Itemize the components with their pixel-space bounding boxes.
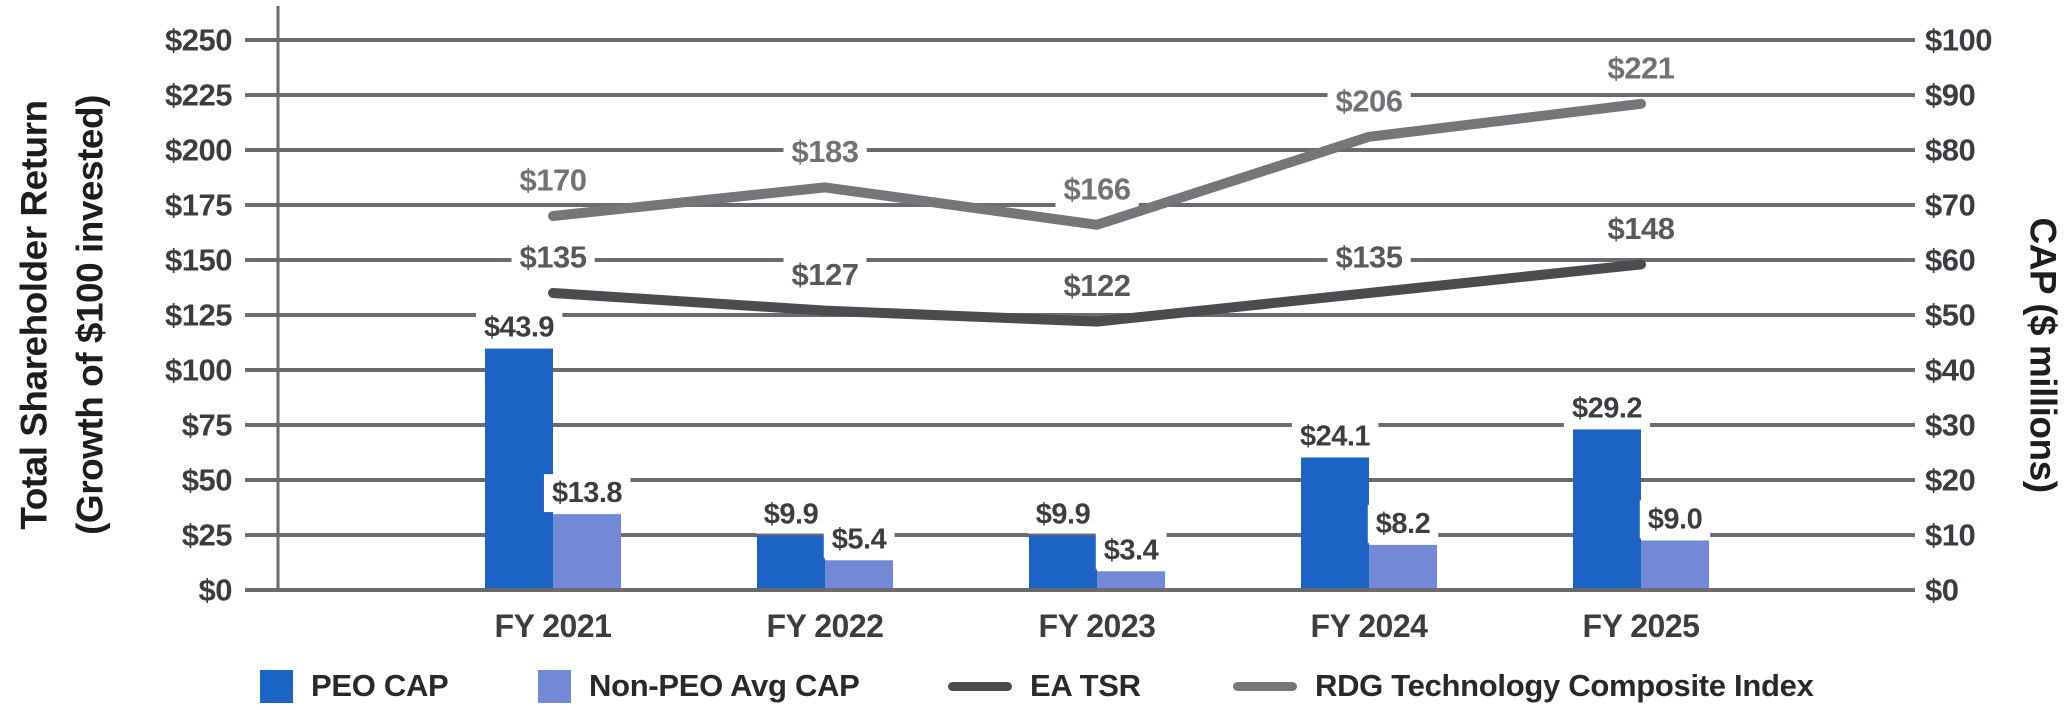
left-axis-title-line1: Total Shareholder Return [14, 100, 55, 529]
legend-label-rdg-index: RDG Technology Composite Index [1315, 668, 1814, 703]
bar-value-label-peo-cap: $24.1 [1300, 420, 1370, 452]
bar-peo-cap [1301, 457, 1369, 590]
bar-non-peo-avg-cap [1641, 540, 1709, 590]
bar-peo-cap [1573, 429, 1641, 590]
label-mask [783, 254, 867, 296]
x-axis-category-label: FY 2022 [767, 608, 884, 644]
bar-peo-cap [485, 348, 553, 590]
x-axis-category-label: FY 2021 [495, 608, 612, 644]
bar-value-label-peo-cap: $9.9 [1036, 499, 1091, 531]
label-mask [511, 236, 595, 278]
label-mask [543, 474, 631, 513]
line-value-label-ea-tsr: $148 [1608, 211, 1675, 246]
bar-non-peo-avg-cap [1369, 544, 1437, 590]
line-value-label-ea-tsr: $135 [520, 240, 587, 275]
legend-marker-peo-cap [260, 669, 293, 703]
right-axis-tick-label: $50 [1925, 298, 1975, 333]
right-axis-tick-label: $40 [1925, 353, 1975, 388]
left-axis-tick-label: $75 [182, 408, 232, 443]
bar-value-label-non-peo-avg-cap: $5.4 [832, 523, 887, 555]
left-axis-tick-label: $50 [182, 463, 232, 498]
legend-item-peo-cap: PEO CAP [260, 662, 449, 710]
left-axis-tick-label: $225 [165, 78, 232, 113]
line-value-label-rdg-technology-composite-index: $206 [1336, 83, 1403, 118]
label-mask [475, 308, 563, 347]
bar-value-label-peo-cap: $43.9 [484, 312, 554, 344]
bar-peo-cap [1029, 535, 1097, 590]
label-mask [1291, 417, 1379, 456]
bar-non-peo-avg-cap [553, 514, 621, 590]
left-axis-tick-label: $100 [165, 353, 232, 388]
label-mask [1599, 207, 1683, 249]
bar-non-peo-avg-cap [825, 560, 893, 590]
label-mask [1095, 531, 1167, 570]
bar-peo-cap [757, 535, 825, 590]
legend-item-rdg-index: RDG Technology Composite Index [1233, 662, 1814, 710]
bar-value-label-non-peo-avg-cap: $8.2 [1376, 508, 1430, 540]
line-value-label-rdg-technology-composite-index: $166 [1064, 171, 1131, 206]
right-axis-tick-label: $100 [1925, 23, 1992, 58]
bar-value-label-non-peo-avg-cap: $3.4 [1104, 534, 1159, 566]
legend-item-non-peo-avg-cap: Non-PEO Avg CAP [538, 662, 860, 710]
series-line-rdg-technology-composite-index [548, 98, 1646, 230]
line-value-label-ea-tsr: $135 [1336, 240, 1403, 275]
right-axis-title: CAP ($ millions) [2023, 217, 2064, 492]
right-axis-tick-label: $60 [1925, 243, 1975, 278]
label-mask [1027, 495, 1099, 534]
right-axis-tick-label: $10 [1925, 518, 1975, 553]
x-axis-category-label: FY 2024 [1311, 608, 1429, 644]
legend-item-ea-tsr: EA TSR [948, 662, 1141, 710]
label-mask [1055, 265, 1139, 307]
label-mask [1055, 168, 1139, 210]
line-value-label-rdg-technology-composite-index: $183 [792, 134, 859, 169]
label-mask [783, 130, 867, 172]
bar-value-label-non-peo-avg-cap: $9.0 [1648, 504, 1702, 536]
right-axis-tick-label: $30 [1925, 408, 1975, 443]
label-mask [511, 159, 595, 201]
legend-label-ea-tsr: EA TSR [1030, 668, 1141, 703]
line-value-label-ea-tsr: $127 [792, 257, 859, 292]
right-axis-tick-label: $80 [1925, 133, 1975, 168]
x-axis-category-label: FY 2023 [1039, 608, 1156, 644]
left-axis-tick-label: $175 [165, 188, 232, 223]
bar-value-label-peo-cap: $29.2 [1572, 392, 1642, 424]
bar-value-label-non-peo-avg-cap: $13.8 [552, 477, 622, 509]
left-axis-tick-label: $25 [182, 518, 232, 553]
chart-legend: PEO CAP Non-PEO Avg CAP EA TSR RDG Techn… [0, 662, 2070, 710]
label-mask [1563, 389, 1651, 428]
legend-label-non-peo-avg-cap: Non-PEO Avg CAP [589, 668, 860, 703]
x-axis-category-label: FY 2025 [1583, 608, 1700, 644]
bar-non-peo-avg-cap [1097, 571, 1165, 590]
line-value-label-rdg-technology-composite-index: $170 [520, 163, 587, 198]
left-axis-tick-label: $150 [165, 243, 232, 278]
label-mask [1599, 47, 1683, 89]
line-value-label-ea-tsr: $122 [1064, 268, 1131, 303]
label-mask [1367, 504, 1439, 543]
bar-value-label-peo-cap: $9.9 [764, 499, 819, 531]
label-mask [755, 495, 827, 534]
legend-label-peo-cap: PEO CAP [311, 668, 449, 703]
right-axis-tick-label: $20 [1925, 463, 1975, 498]
right-axis-tick-label: $90 [1925, 78, 1975, 113]
left-axis-title-line2: (Growth of $100 invested) [70, 95, 111, 535]
label-mask [1327, 80, 1411, 122]
label-mask [1327, 236, 1411, 278]
line-value-label-rdg-technology-composite-index: $221 [1608, 50, 1675, 85]
left-axis-tick-label: $250 [165, 23, 232, 58]
legend-marker-rdg-index [1233, 681, 1297, 691]
legend-marker-ea-tsr [948, 681, 1012, 691]
left-axis-tick-label: $125 [165, 298, 232, 333]
series-line-ea-tsr [548, 259, 1646, 327]
label-mask [823, 520, 895, 559]
right-axis-tick-label: $0 [1925, 573, 1958, 608]
legend-marker-non-peo-avg-cap [538, 669, 571, 703]
label-mask [1639, 500, 1711, 539]
left-axis-tick-label: $0 [199, 573, 232, 608]
right-axis-tick-label: $70 [1925, 188, 1975, 223]
left-axis-tick-label: $200 [165, 133, 232, 168]
